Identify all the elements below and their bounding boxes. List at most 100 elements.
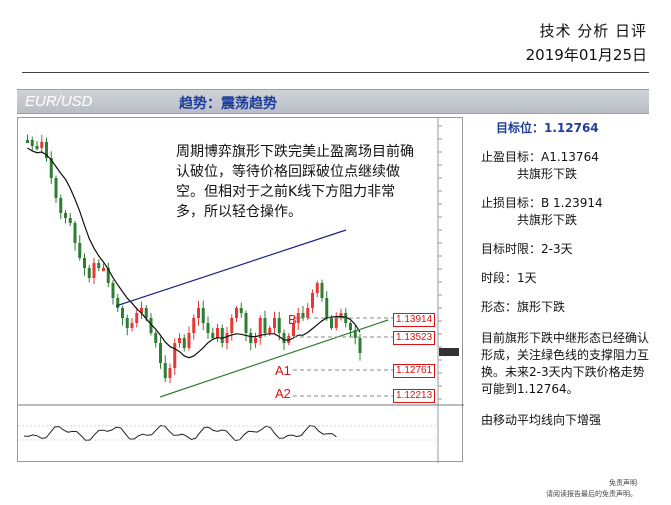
candle-body — [201, 308, 205, 323]
candle-body — [320, 283, 324, 298]
candle-body — [206, 323, 210, 333]
candle-body — [159, 343, 162, 363]
moving-average-note: 由移动平均线向下增强 — [481, 413, 602, 427]
candle-body — [263, 318, 267, 333]
chart-annotation: 周期博弈旗形下跌完美止盈离场目前确认破位，等待价格回踩破位点继续做空。但相对于之… — [176, 142, 421, 222]
candle-body — [216, 328, 219, 338]
candle-body — [349, 323, 352, 330]
candle-body — [144, 308, 148, 318]
candle-body — [235, 308, 238, 318]
candle-body — [64, 213, 67, 218]
candle-body — [163, 363, 167, 378]
candle-body — [130, 323, 134, 328]
candle-body — [225, 333, 229, 343]
candle-body — [135, 313, 139, 323]
candle-body — [239, 308, 243, 313]
take-profit-note: 共旗形下跌 — [517, 167, 578, 181]
candle-body — [182, 338, 186, 348]
candle-body — [121, 308, 124, 318]
candle-body — [40, 142, 44, 148]
candle-body — [325, 298, 329, 318]
point-a2-label: A2 — [275, 386, 291, 401]
candle-body — [87, 268, 91, 278]
candle-body — [296, 313, 300, 323]
report-title: 技术 分析 日评 — [539, 22, 647, 40]
stop-loss-note: 共旗形下跌 — [517, 213, 578, 227]
disclaimer-note: 请阅读报告最后的免责声明。 — [546, 490, 637, 498]
candle-body — [249, 333, 253, 343]
candle-body — [102, 268, 105, 271]
candle-body — [339, 313, 343, 318]
candle-body — [211, 333, 215, 338]
candle-body — [168, 368, 172, 378]
candle-body — [35, 146, 39, 149]
candle-body — [97, 263, 101, 268]
candle-body — [315, 283, 319, 293]
time-horizon: 目标时限：2-3天 — [481, 242, 573, 256]
candle-body — [26, 140, 29, 143]
point-a1-label: A1 — [275, 363, 291, 378]
candle-body — [273, 318, 276, 328]
candle-body — [149, 318, 153, 333]
moving-average-line — [27, 147, 361, 359]
candle-body — [116, 298, 120, 308]
candle-body — [244, 313, 248, 333]
pattern: 形态：旗形下跌 — [481, 300, 566, 314]
candle-body — [59, 198, 63, 213]
candle-body — [83, 258, 86, 268]
candle-body — [68, 218, 72, 223]
candle-body — [197, 308, 200, 318]
candle-body — [49, 158, 53, 178]
section-banner: EUR/USD 趋势：震荡趋势 — [17, 89, 649, 114]
candle-body — [187, 333, 191, 348]
oscillator-line — [23, 424, 337, 442]
candle-body — [353, 330, 357, 338]
candle-body — [111, 283, 115, 298]
candle-body — [230, 318, 234, 333]
candle-body — [220, 328, 224, 343]
candle-body — [306, 308, 310, 318]
analysis-panel: 目标位：1.12764 止盈目标：A1.13764 共旗形下跌 止损目标：B 1… — [481, 120, 656, 429]
upper-flag-line — [115, 229, 347, 307]
timeframe: 时段：1天 — [481, 271, 537, 285]
price-tag-a1: 1.12761 — [393, 364, 436, 378]
candle-body — [301, 313, 305, 318]
candle-body — [54, 178, 58, 198]
price-tag-resistance: 1.13523 — [393, 331, 436, 345]
take-profit: 止盈目标：A1.13764 — [481, 150, 599, 164]
candle-body — [73, 223, 77, 243]
candle-body — [92, 263, 96, 278]
candle-body — [125, 318, 129, 328]
stop-loss: 止损目标：B 1.23914 — [481, 196, 603, 210]
candle-body — [277, 318, 281, 333]
candle-body — [78, 243, 82, 258]
report-date: 2019年01月25日 — [525, 46, 647, 64]
target-price: 目标位：1.12764 — [496, 121, 599, 135]
report-header: 技术 分析 日评 2019年01月25日 — [0, 0, 671, 74]
analysis-text: 目前旗形下跌中继形态已经确认形成，关注绿色线的支撑阻力互换。未来2-3天内下跌价… — [481, 331, 650, 396]
trend-label: 趋势：震荡趋势 — [179, 96, 277, 112]
current-price-marker — [439, 348, 459, 356]
candle-body — [330, 318, 333, 328]
candle-body — [106, 268, 110, 283]
candle-body — [358, 338, 362, 353]
candle-body — [154, 333, 158, 343]
candle-body — [311, 293, 314, 308]
candle-body — [287, 336, 291, 343]
candle-body — [140, 308, 143, 313]
disclaimer-title: 免责声明 — [609, 479, 637, 487]
candle-body — [292, 323, 295, 336]
candle-body — [178, 338, 181, 343]
header-divider — [22, 72, 649, 73]
candle-body — [282, 333, 286, 343]
candle-body — [192, 318, 196, 333]
price-tag-a2: 1.12213 — [393, 389, 436, 403]
currency-pair: EUR/USD — [25, 93, 93, 110]
candle-body — [334, 318, 338, 328]
candle-body — [45, 142, 48, 158]
point-b-label: B — [288, 312, 297, 327]
lower-flag-line — [159, 319, 389, 398]
candle-body — [254, 338, 257, 343]
candle-body — [30, 140, 34, 146]
candle-body — [258, 318, 262, 338]
